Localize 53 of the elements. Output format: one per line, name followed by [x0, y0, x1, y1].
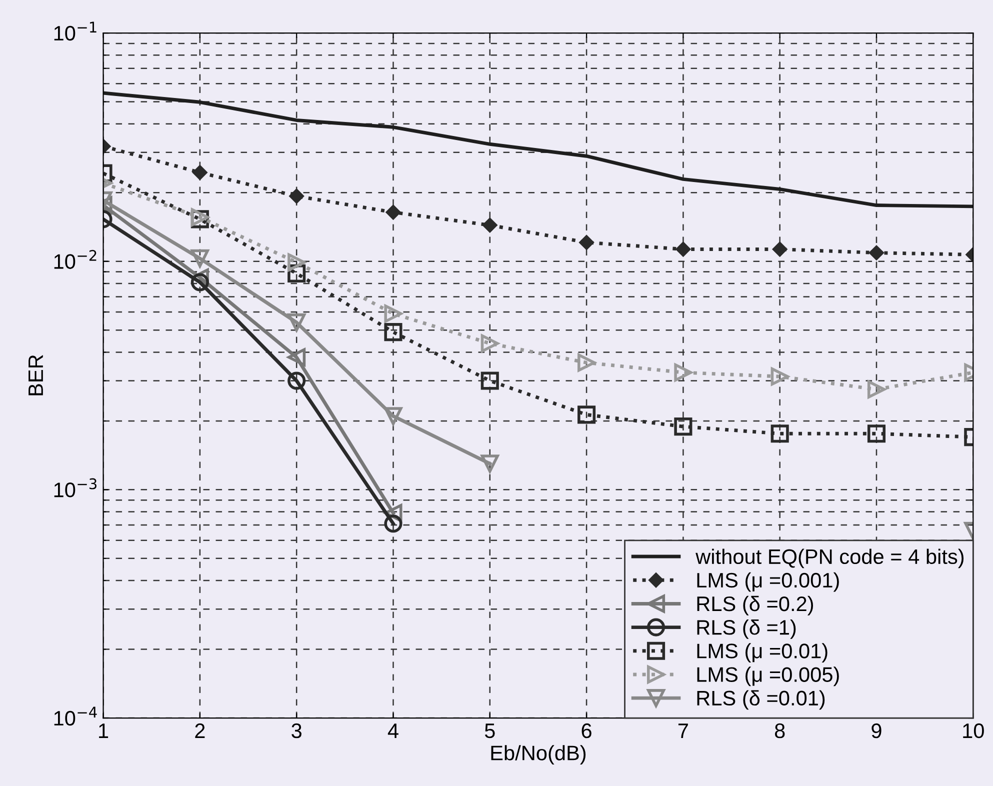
y-tick-label: 10$^{−3}$	[54, 478, 96, 498]
y-axis-title: BER	[28, 355, 43, 396]
x-tick-label: 5	[484, 724, 495, 738]
point	[772, 242, 788, 257]
point	[192, 165, 208, 180]
point	[676, 242, 690, 257]
y-tick-label: 10$^{−1}$	[54, 22, 96, 41]
legend-label: LMS (μ =0.01)	[697, 643, 828, 662]
x-tick-label: 3	[292, 723, 302, 738]
x-tick-label: 9	[872, 723, 882, 738]
point	[578, 406, 596, 424]
point	[384, 407, 402, 426]
point	[386, 205, 401, 220]
point	[869, 246, 884, 260]
legend-label: without EQ(PN code = 4 bits)	[696, 548, 964, 568]
point	[770, 424, 789, 443]
legend-label: LMS (μ =0.001)	[697, 572, 839, 592]
x-tick-label: 10	[963, 723, 984, 738]
point	[288, 313, 306, 332]
point	[190, 273, 209, 292]
point	[867, 380, 886, 398]
legend-label: LMS (μ =0.005)	[697, 666, 839, 686]
point	[579, 235, 594, 250]
x-axis-title: Eb/No(dB)	[491, 745, 586, 764]
point	[288, 372, 306, 390]
point	[674, 363, 692, 382]
point	[288, 348, 306, 366]
point	[770, 368, 789, 386]
legend-label: RLS (δ =0.01)	[697, 690, 825, 710]
legend-label: RLS (δ =1)	[697, 619, 796, 639]
y-tick-label: 10$^{−2}$	[54, 250, 96, 269]
x-tick-label: 4	[388, 724, 398, 738]
x-tick-label: 6	[582, 723, 592, 738]
point	[480, 334, 499, 352]
x-tick-label: 2	[195, 723, 205, 738]
line-series	[103, 91, 974, 208]
point	[289, 188, 304, 204]
point	[578, 354, 596, 372]
point	[482, 218, 498, 232]
x-tick-label: 8	[774, 723, 785, 738]
point	[190, 249, 209, 268]
point	[867, 424, 886, 443]
point	[384, 514, 402, 533]
x-tick-label: 7	[678, 724, 688, 738]
legend-label: RLS (δ =0.2)	[697, 596, 814, 616]
point	[480, 454, 499, 473]
point	[288, 253, 306, 272]
point	[384, 304, 402, 323]
y-tick-label: 10$^{−4}$	[54, 706, 97, 726]
point	[384, 323, 402, 342]
point	[674, 418, 692, 436]
point	[480, 372, 499, 390]
x-tick-label: 1	[99, 724, 108, 738]
